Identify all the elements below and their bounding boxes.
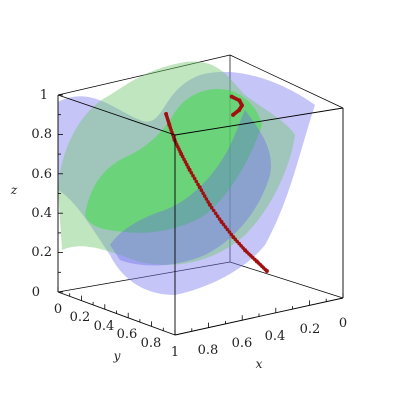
- y-tick-label: 0.2: [70, 310, 91, 325]
- curve-point: [192, 176, 197, 181]
- curve-point: [204, 197, 209, 201]
- y-tick-label: 0.6: [117, 327, 138, 342]
- curve-point: [225, 227, 230, 232]
- y-tick-label: 1: [171, 345, 179, 360]
- x-axis-title: x: [256, 357, 263, 371]
- x-axis: 0 0.2 0.4 0.6 0.8 1 x: [198, 316, 347, 371]
- curve-point: [206, 200, 210, 204]
- curve-point: [231, 235, 236, 240]
- x-tick-label: 0.8: [198, 343, 219, 358]
- y-tick-label: 0.8: [141, 336, 162, 351]
- surfaces: [58, 61, 315, 295]
- curve-point: [207, 202, 212, 207]
- y-axis-title: y: [113, 349, 121, 363]
- z-tick-label: 0.4: [31, 206, 52, 221]
- curve-point: [227, 230, 232, 234]
- curve-point: [196, 182, 200, 187]
- surface-blue-inner: [110, 110, 271, 266]
- curve-point: [191, 173, 195, 178]
- z-axis: 0 0.2 0.4 0.6 0.8 1 z: [10, 88, 52, 300]
- x-tick-label: 0.4: [265, 329, 286, 344]
- y-axis: 0 0.2 0.4 0.6 0.8 1 y: [54, 302, 179, 363]
- curve-point: [189, 171, 194, 175]
- x-tick-label: 0: [339, 316, 347, 331]
- curve-point: [213, 211, 218, 216]
- z-tick-label: 0: [32, 285, 40, 300]
- surface-green-bright: [85, 89, 262, 233]
- curve-point: [201, 191, 205, 195]
- curve-point: [219, 219, 224, 224]
- z-tick-label: 0.2: [31, 245, 52, 260]
- curve-point: [164, 112, 169, 116]
- curve-point: [229, 232, 234, 237]
- curve-point: [185, 162, 189, 167]
- curve-point: [215, 214, 220, 218]
- z-tick-label: 0.8: [31, 127, 52, 142]
- curve-point: [211, 208, 216, 213]
- curve-point: [182, 157, 186, 162]
- curve-point: [194, 179, 199, 184]
- z-axis-title: z: [10, 183, 18, 197]
- curve: [164, 94, 269, 273]
- z-tick-label: 0.6: [31, 167, 52, 182]
- y-tick-label: 0: [54, 302, 62, 317]
- z-tick-label: 1: [40, 88, 48, 103]
- curve-point: [223, 225, 228, 229]
- tick-marks: [57, 94, 344, 335]
- curve-point: [202, 194, 207, 198]
- x-tick-label: 0.2: [300, 322, 321, 337]
- y-tick-label: 0.4: [94, 319, 115, 334]
- curve-point: [197, 185, 202, 190]
- curve-point: [199, 188, 204, 192]
- curve-top-arc-point: [229, 94, 234, 99]
- x-tick-label: 0.6: [232, 336, 253, 351]
- curve-point: [217, 217, 222, 221]
- curve-point: [209, 205, 214, 210]
